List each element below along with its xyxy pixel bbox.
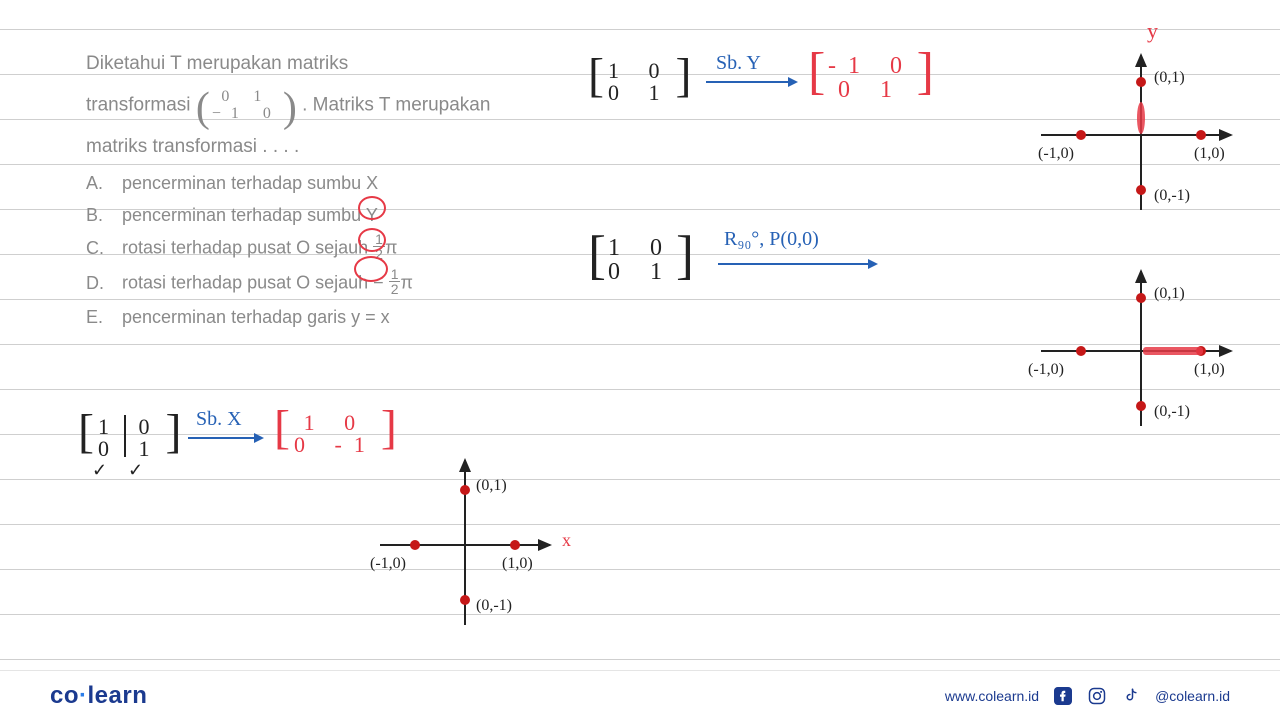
footer-handle: @colearn.id xyxy=(1155,688,1230,704)
option-d-suffix: π xyxy=(400,273,412,293)
svg-text:(0,-1): (0,-1) xyxy=(1154,187,1190,204)
pt-0-m1: (0,-1) xyxy=(476,597,512,614)
matrix-row-2: −1 0 xyxy=(212,105,281,123)
rot-identity-matrix: [ 1 0 0 1 ] xyxy=(590,232,692,288)
sby-label: Sb. Y xyxy=(716,52,761,75)
checkmark-1: ✓ xyxy=(92,460,107,481)
option-c-suffix: π xyxy=(385,238,397,258)
option-d: D. rotasi terhadap pusat O sejauh − 1 2 … xyxy=(86,269,526,298)
graph-sby: (0,1) (-1,0) (1,0) (0,-1) xyxy=(1016,40,1256,220)
options-list: A. pencerminan terhadap sumbu X B. pence… xyxy=(86,170,526,330)
option-b-text: pencerminan terhadap sumbu Y xyxy=(122,202,378,228)
red-circle-y xyxy=(358,228,386,252)
x-axis-label: x xyxy=(562,530,571,551)
problem-block: Diketahui T merupakan matriks transforma… xyxy=(86,50,526,337)
footer-bar: co·learn www.colearn.id @colearn.id xyxy=(0,670,1280,720)
matrix-row-1: 0 1 xyxy=(212,88,281,106)
option-d-fraction: 1 2 xyxy=(389,267,401,296)
checkmark-2: ✓ xyxy=(128,460,143,481)
rot-arrow-icon xyxy=(718,258,878,270)
instagram-icon xyxy=(1087,686,1107,706)
pt-0-1: (0,1) xyxy=(476,477,507,494)
pt-m1-0: (-1,0) xyxy=(370,555,406,572)
problem-line-1: Diketahui T merupakan matriks xyxy=(86,50,526,78)
tiktok-icon xyxy=(1121,686,1141,706)
svg-text:(0,-1): (0,-1) xyxy=(1154,403,1190,420)
option-a-text: pencerminan terhadap sumbu X xyxy=(122,170,378,196)
option-d-prefix: rotasi terhadap pusat O sejauh − xyxy=(122,273,384,293)
svg-text:(-1,0): (-1,0) xyxy=(1028,361,1064,378)
option-c: C. rotasi terhadap pusat O sejauh 1 2 π xyxy=(86,234,526,263)
sby-identity-matrix: [ 1 0 0 1 ] xyxy=(590,56,690,108)
svg-text:(1,0): (1,0) xyxy=(1194,361,1225,378)
brand-part-b: learn xyxy=(88,682,148,709)
option-c-prefix: rotasi terhadap pusat O sejauh xyxy=(122,238,373,258)
svg-text:(-1,0): (-1,0) xyxy=(1038,145,1074,162)
pt-1-0: (1,0) xyxy=(502,555,533,572)
option-e-text: pencerminan terhadap garis y = x xyxy=(122,304,390,330)
rotation-label: R₉₀°, P(0,0) xyxy=(724,228,819,251)
facebook-icon xyxy=(1053,686,1073,706)
sbx-identity-matrix: [ 1 0 0 1 ] xyxy=(80,412,180,464)
sby-result-matrix: [ -1 0 0 1 ] xyxy=(810,50,932,106)
problem-line-2: transformasi ( 0 1 −1 0 ) . Matriks T me… xyxy=(86,84,526,127)
sbx-label: Sb. X xyxy=(196,408,242,431)
graph-rotation: (0,1) (-1,0) (1,0) (0,-1) xyxy=(1016,256,1256,436)
option-e: E. pencerminan terhadap garis y = x xyxy=(86,304,526,330)
red-circle-x xyxy=(358,196,386,220)
problem-line-2b: . Matriks T merupakan xyxy=(302,94,490,115)
brand-part-a: co xyxy=(50,682,79,709)
transformation-matrix: ( 0 1 −1 0 ) xyxy=(198,84,295,127)
footer-url: www.colearn.id xyxy=(945,688,1039,704)
graph-sbx: (0,1) (-1,0) (1,0) (0,-1) xyxy=(360,450,580,640)
problem-line-3: matriks transformasi . . . . xyxy=(86,133,526,161)
option-b: B. pencerminan terhadap sumbu Y xyxy=(86,202,526,228)
sby-arrow-icon xyxy=(706,76,798,88)
problem-line-2a: transformasi xyxy=(86,94,191,115)
option-a: A. pencerminan terhadap sumbu X xyxy=(86,170,526,196)
red-circle-half-pi xyxy=(354,256,388,282)
brand-logo: co·learn xyxy=(50,682,147,710)
footer-right: www.colearn.id @colearn.id xyxy=(945,686,1230,706)
svg-text:(1,0): (1,0) xyxy=(1194,145,1225,162)
sbx-arrow-icon xyxy=(188,432,264,444)
svg-text:(0,1): (0,1) xyxy=(1154,69,1185,86)
svg-text:(0,1): (0,1) xyxy=(1154,285,1185,302)
